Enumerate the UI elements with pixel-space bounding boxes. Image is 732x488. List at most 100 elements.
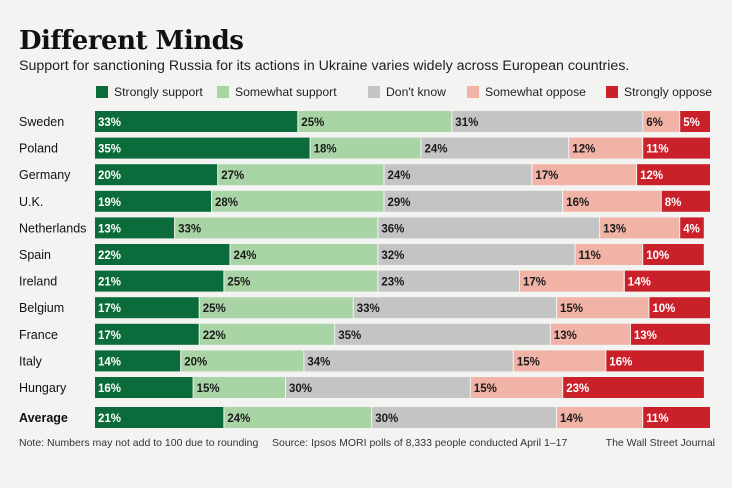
bar-segment bbox=[550, 323, 630, 345]
bar-segment bbox=[520, 270, 624, 292]
legend-swatch bbox=[368, 86, 380, 98]
data-label: 11% bbox=[579, 250, 601, 262]
bar-segment bbox=[513, 350, 606, 372]
bar-segment bbox=[199, 323, 335, 345]
data-label: 14% bbox=[560, 413, 583, 425]
category-label: Sweden bbox=[19, 115, 64, 129]
category-label: Hungary bbox=[19, 381, 67, 395]
bar-segment bbox=[643, 407, 710, 428]
bar-segment bbox=[95, 297, 199, 319]
data-label: 15% bbox=[560, 303, 583, 315]
bar-segment bbox=[630, 323, 710, 345]
data-label: 20% bbox=[98, 170, 121, 182]
legend-item: Strongly support bbox=[96, 85, 203, 99]
legend-label: Don't know bbox=[386, 85, 446, 99]
data-label: 15% bbox=[517, 356, 540, 368]
category-label: Italy bbox=[19, 354, 43, 368]
category-label: Belgium bbox=[19, 301, 64, 315]
legend-label: Strongly support bbox=[114, 85, 203, 99]
data-label: 30% bbox=[375, 413, 398, 425]
data-label: 22% bbox=[203, 330, 226, 342]
chart-title: Different Minds bbox=[19, 26, 244, 56]
legend-label: Strongly oppose bbox=[624, 85, 713, 99]
category-label: U.K. bbox=[19, 195, 43, 209]
bar-segment bbox=[335, 323, 550, 345]
legend-label: Somewhat oppose bbox=[485, 85, 586, 99]
data-label: 33% bbox=[98, 117, 121, 129]
bar-segment bbox=[95, 377, 193, 398]
legend-swatch bbox=[606, 86, 618, 98]
data-label: 23% bbox=[381, 277, 404, 289]
bar-segment bbox=[575, 244, 643, 265]
bar-segment bbox=[643, 137, 710, 159]
bar-segment bbox=[304, 350, 513, 372]
legend-item: Strongly oppose bbox=[606, 85, 712, 99]
data-label: 20% bbox=[184, 356, 207, 368]
publisher-credit: The Wall Street Journal bbox=[605, 437, 715, 449]
data-label: 24% bbox=[234, 250, 257, 262]
data-label: 16% bbox=[98, 383, 121, 395]
bar-segment bbox=[600, 217, 680, 239]
data-label: 13% bbox=[554, 330, 577, 342]
bar-segment bbox=[193, 377, 285, 398]
data-label: 33% bbox=[357, 303, 380, 315]
data-label: 14% bbox=[98, 356, 121, 368]
bar-segment bbox=[421, 137, 569, 159]
bar-segment bbox=[661, 190, 710, 212]
bar-segment bbox=[643, 244, 704, 265]
data-label: 10% bbox=[652, 303, 675, 315]
data-label: 27% bbox=[221, 170, 244, 182]
bar-segment bbox=[606, 350, 704, 372]
bar-segment bbox=[384, 190, 563, 212]
bar-segment bbox=[378, 217, 600, 239]
data-label: 23% bbox=[566, 383, 589, 395]
legend: Strongly support Somewhat support Don't kn… bbox=[96, 85, 716, 101]
bar-segment bbox=[95, 217, 175, 239]
data-label: 24% bbox=[425, 144, 448, 156]
data-label: 25% bbox=[301, 117, 324, 129]
bar-segment bbox=[181, 350, 304, 372]
data-label: 29% bbox=[388, 197, 411, 209]
legend-swatch bbox=[217, 86, 229, 98]
data-label: 32% bbox=[381, 250, 404, 262]
data-label: 4% bbox=[683, 223, 700, 235]
category-label: Germany bbox=[19, 168, 71, 182]
data-label: 22% bbox=[98, 250, 121, 262]
data-label: 12% bbox=[572, 144, 595, 156]
bar-segment bbox=[95, 270, 224, 292]
bar-segment bbox=[298, 111, 452, 132]
bar-segment bbox=[557, 297, 649, 319]
data-label: 25% bbox=[203, 303, 226, 315]
data-label: 24% bbox=[227, 413, 250, 425]
bar-segment bbox=[224, 407, 372, 428]
bar-segment bbox=[563, 190, 661, 212]
data-label: 11% bbox=[646, 144, 668, 156]
legend-item: Somewhat oppose bbox=[467, 85, 586, 99]
data-label: 13% bbox=[98, 223, 121, 235]
data-label: 11% bbox=[646, 413, 668, 425]
bar-segment bbox=[95, 164, 218, 186]
bar-segment bbox=[378, 244, 575, 265]
data-label: 18% bbox=[314, 144, 337, 156]
bar-segment bbox=[378, 270, 520, 292]
data-label: 12% bbox=[640, 170, 663, 182]
legend-item: Don't know bbox=[368, 85, 446, 99]
data-label: 33% bbox=[178, 223, 201, 235]
bar-segment bbox=[95, 190, 211, 212]
data-label: 5% bbox=[683, 117, 700, 129]
category-label: Average bbox=[19, 411, 68, 425]
bar-segment bbox=[175, 217, 378, 239]
data-label: 35% bbox=[338, 330, 361, 342]
category-label: Poland bbox=[19, 142, 58, 156]
data-label: 21% bbox=[98, 277, 121, 289]
data-label: 35% bbox=[98, 144, 121, 156]
bar-segment bbox=[310, 137, 421, 159]
bar-segment bbox=[557, 407, 643, 428]
data-label: 8% bbox=[665, 197, 682, 209]
data-label: 14% bbox=[628, 277, 651, 289]
bar-segment bbox=[95, 407, 224, 428]
bar-segment bbox=[649, 297, 710, 319]
bar-segment bbox=[680, 111, 710, 132]
data-label: 10% bbox=[646, 250, 669, 262]
